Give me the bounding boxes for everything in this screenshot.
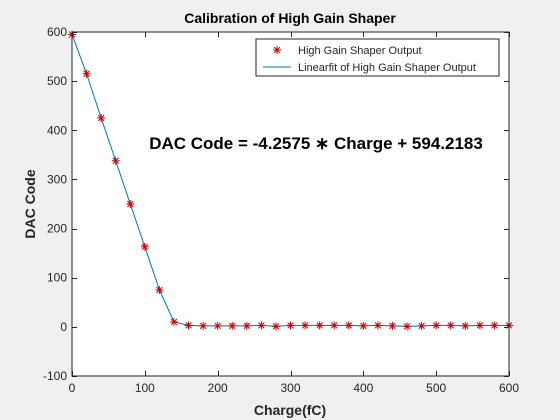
- y-tick-label: 0: [60, 320, 67, 334]
- data-point: [184, 321, 193, 330]
- data-point: [475, 321, 484, 330]
- x-ticks: 0 100 200 300 400 500 600: [69, 32, 519, 395]
- marker-stroke: [214, 322, 221, 330]
- x-tick-label: 500: [426, 381, 446, 395]
- y-tick-label: 100: [47, 271, 67, 285]
- x-tick-label: 200: [208, 381, 228, 395]
- data-point: [373, 321, 382, 330]
- marker-stroke: [228, 322, 236, 330]
- marker-stroke: [491, 322, 498, 329]
- marker-stroke: [112, 157, 119, 164]
- marker-stroke: [330, 322, 338, 329]
- marker-stroke: [462, 322, 469, 330]
- marker-stroke: [97, 114, 105, 122]
- legend-box: [255, 38, 500, 77]
- x-tick-label: 300: [280, 381, 300, 395]
- legend-entry-fit: Linearfit of High Gain Shaper Output: [298, 62, 476, 74]
- data-point: [97, 114, 106, 122]
- marker-stroke: [272, 323, 280, 330]
- data-point: [490, 321, 499, 330]
- y-ticks: -100 0 100 200 300 400 500 600: [43, 25, 509, 383]
- marker-stroke: [258, 322, 265, 329]
- y-axis-label: DAC Code: [22, 169, 38, 238]
- data-point: [257, 321, 266, 330]
- data-point: [271, 322, 280, 331]
- data-point: [155, 286, 164, 294]
- data-point: [126, 200, 135, 208]
- marker-stroke: [141, 243, 149, 250]
- data-point: [315, 321, 324, 330]
- fit-equation-annotation: DAC Code = -4.2575 ∗ Charge + 594.2183: [149, 134, 483, 153]
- marker-stroke: [170, 318, 178, 326]
- marker-stroke: [301, 322, 309, 329]
- x-tick-label: 400: [353, 381, 373, 395]
- marker-stroke: [374, 322, 382, 329]
- marker-stroke: [199, 322, 207, 330]
- marker-stroke: [127, 200, 134, 208]
- legend-marker-asterisk: [273, 46, 281, 54]
- y-tick-label: 300: [47, 172, 67, 186]
- data-point: [330, 321, 339, 330]
- data-point: [446, 321, 455, 330]
- marker-stroke: [156, 286, 163, 294]
- marker-stroke: [432, 322, 440, 329]
- data-point: [140, 242, 149, 251]
- x-tick-label: 600: [499, 381, 519, 395]
- markers-group: [68, 30, 513, 331]
- axes-box: [71, 31, 510, 377]
- data-point: [213, 321, 222, 330]
- data-point: [417, 321, 426, 330]
- x-axis-label: Charge(fC): [254, 402, 326, 418]
- marker-stroke: [316, 322, 323, 329]
- marker-stroke: [83, 70, 90, 78]
- y-tick-label: -100: [43, 369, 67, 383]
- x-tick-label: 0: [69, 381, 76, 395]
- data-point: [228, 321, 237, 330]
- chart-title: Calibration of High Gain Shaper: [184, 10, 396, 26]
- marker-stroke: [345, 322, 353, 329]
- data-point: [403, 322, 412, 331]
- marker-stroke: [418, 322, 425, 330]
- y-tick-label: 600: [47, 25, 67, 39]
- x-tick-label: 100: [135, 381, 155, 395]
- data-point: [242, 321, 251, 330]
- data-point: [344, 321, 353, 330]
- legend-entry-scatter: High Gain Shaper Output: [298, 45, 422, 57]
- marker-stroke: [447, 322, 454, 329]
- plot-area: [72, 32, 509, 376]
- marker-stroke: [243, 322, 251, 330]
- marker-stroke: [389, 322, 396, 330]
- marker-stroke: [360, 322, 367, 330]
- data-point: [111, 156, 120, 165]
- marker-stroke: [185, 322, 192, 329]
- data-point: [169, 317, 178, 326]
- data-point: [432, 321, 441, 330]
- data-point: [301, 321, 310, 330]
- data-point: [461, 321, 470, 330]
- data-point: [388, 321, 397, 330]
- marker-stroke: [476, 322, 484, 329]
- marker-stroke: [273, 46, 281, 54]
- data-point: [82, 69, 91, 78]
- legend-marker-sample: [273, 46, 281, 54]
- marker-stroke: [287, 322, 294, 329]
- legend: High Gain Shaper Output Linearfit of Hig…: [255, 38, 500, 77]
- y-tick-label: 200: [47, 222, 67, 236]
- y-tick-label: 400: [47, 123, 67, 137]
- data-point: [199, 321, 208, 330]
- y-tick-label: 500: [47, 74, 67, 88]
- data-point: [359, 321, 368, 330]
- data-point: [286, 321, 295, 330]
- marker-stroke: [403, 323, 411, 330]
